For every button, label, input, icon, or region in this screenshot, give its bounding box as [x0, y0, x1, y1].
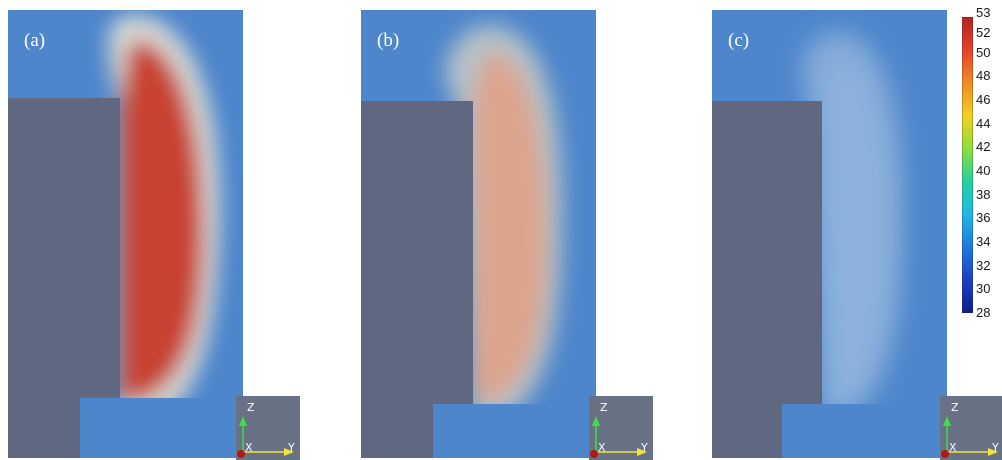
- colorbar-tick-label: 52: [976, 24, 991, 40]
- panel-b-field: [361, 10, 596, 458]
- axes-icon: [941, 416, 998, 458]
- colorbar-tick-label: 50: [976, 44, 991, 60]
- axes-icon: [590, 416, 647, 458]
- colorbar-tick-label: 40: [976, 162, 991, 178]
- axis-y-label: Y: [288, 441, 295, 454]
- solid-block-upper: [712, 101, 822, 458]
- axes-triad-c: Z X Y: [940, 396, 1002, 460]
- colorbar-tick-label: 42: [976, 139, 991, 155]
- fluid-inlet-region: [433, 404, 596, 458]
- panel-label: (a): [24, 30, 46, 51]
- colorbar-tick-label: 46: [976, 91, 991, 107]
- colorbar-tick-label: 44: [976, 115, 991, 131]
- solid-block-lower: [712, 404, 782, 458]
- axis-z-label: Z: [951, 401, 959, 414]
- panel-c: (c): [712, 0, 947, 458]
- thermal-plume: [801, 31, 904, 419]
- fluid-inlet-region: [782, 404, 947, 458]
- colorbar-tick-label: 30: [976, 281, 991, 297]
- solid-block-upper: [361, 101, 473, 458]
- axis-x-label: X: [949, 441, 957, 454]
- panel-b: (b): [361, 0, 596, 458]
- panel-label: (b): [377, 30, 400, 51]
- colorbar: [962, 17, 973, 313]
- axes-triad-b: Z X Y: [589, 396, 653, 460]
- axis-z-label: Z: [247, 401, 255, 414]
- axis-z-label: Z: [600, 401, 608, 414]
- axis-x-label: X: [598, 441, 606, 454]
- colorbar-tick-label: 38: [976, 186, 991, 202]
- colorbar-tick-label: 28: [976, 305, 991, 320]
- colorbar-tick-label: 32: [976, 257, 991, 273]
- colorbar-tick-label: 34: [976, 233, 991, 249]
- axes-icon: [237, 416, 294, 458]
- axis-x-label: X: [245, 441, 253, 454]
- thermal-plume: [445, 25, 563, 420]
- panel-label: (c): [728, 30, 750, 51]
- plume-core: [824, 61, 888, 403]
- colorbar-tick-label: 53: [976, 5, 991, 20]
- axes-triad-a: Z X Y: [236, 396, 300, 460]
- plume-core: [120, 40, 204, 402]
- solid-block-lower: [8, 398, 80, 458]
- colorbar-tick-label: 48: [976, 68, 991, 84]
- colorbar-tick-label: 36: [976, 210, 991, 226]
- panel-c-field: [712, 10, 947, 458]
- panel-a-field: [8, 10, 243, 458]
- solid-block-lower: [361, 404, 433, 458]
- thermal-plume: [108, 15, 220, 420]
- panel-a: (a): [8, 0, 243, 458]
- axis-y-label: Y: [992, 441, 999, 454]
- fluid-inlet-region: [80, 398, 243, 458]
- axis-y-label: Y: [641, 441, 648, 454]
- plume-core: [473, 51, 548, 403]
